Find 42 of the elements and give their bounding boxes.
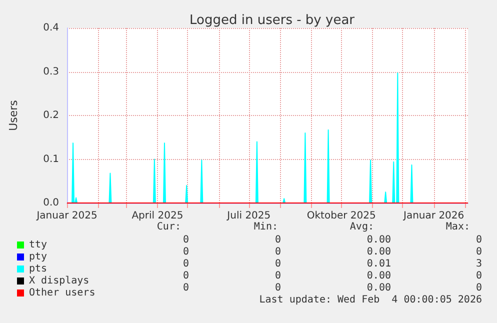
y-axis-title: Users [7, 100, 20, 131]
x-tick-label: Oktober 2025 [306, 210, 376, 222]
text: 0 [476, 234, 482, 246]
text: 0 [274, 282, 281, 294]
text: 0.00 [366, 282, 391, 294]
text: 0.01 [366, 258, 391, 270]
text: Cur: [156, 222, 181, 232]
y-tick-label: 0.3 [43, 66, 59, 78]
text: 0 [182, 258, 189, 270]
x-tick-label: April 2025 [132, 210, 184, 222]
y-tick-label: 0.4 [43, 22, 59, 34]
x-tick-label: Januar 2025 [36, 210, 98, 222]
y-tick-label: 0.2 [43, 110, 59, 121]
text: 0 [274, 246, 281, 258]
text: 0 [476, 282, 482, 294]
text: 3 [476, 258, 482, 270]
text: 0.00 [366, 270, 391, 282]
legend-label: pty [29, 252, 48, 262]
text: 0 [182, 282, 189, 294]
y-tick-label: 0.0 [43, 198, 59, 208]
text: Min: [254, 222, 278, 232]
text: 0 [182, 234, 189, 246]
legend-label: tty [29, 240, 48, 250]
text: 0 [476, 246, 482, 258]
text: 0 [182, 270, 189, 282]
x-tick-label: Januar 2026 [402, 210, 464, 222]
text: 0 [274, 258, 281, 270]
x-tick-label: Juli 2025 [226, 210, 271, 222]
chart-title: Logged in users - by year [189, 13, 356, 28]
text: 0 [476, 270, 482, 282]
legend-label: X displays [29, 276, 90, 286]
text: 0.00 [366, 234, 391, 246]
legend-label: Other users [29, 288, 96, 298]
legend-label: pts [29, 264, 48, 274]
text: 0 [274, 234, 281, 246]
text: 0.00 [366, 246, 391, 258]
text: 0 [274, 270, 281, 282]
text: 0 [182, 246, 189, 258]
text: Last update: Wed Feb 4 00:00:05 2026 [259, 294, 482, 306]
y-tick-label: 0.1 [43, 154, 59, 165]
text: Max: [446, 222, 470, 232]
text: Avg: [350, 222, 374, 232]
